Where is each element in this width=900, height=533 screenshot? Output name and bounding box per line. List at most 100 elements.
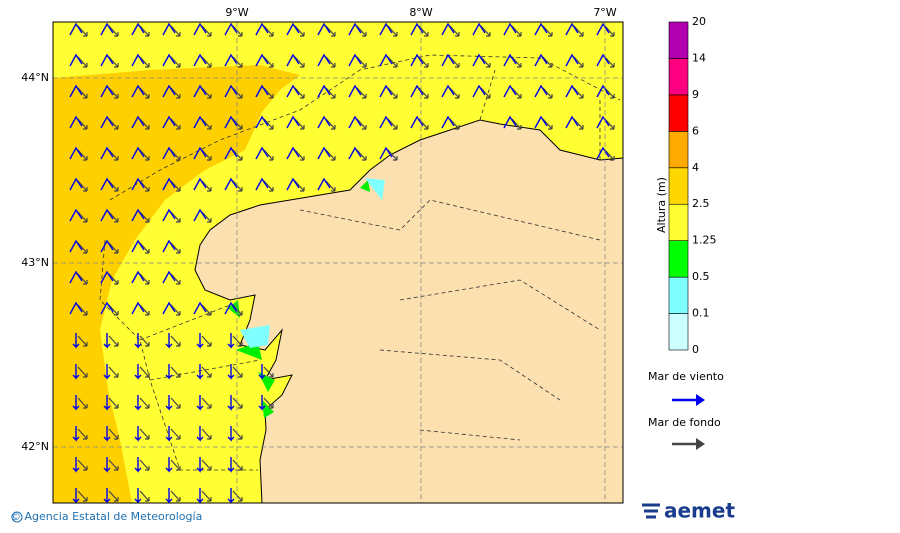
colorbar-label: Altura (m)	[655, 177, 668, 233]
wind-arrow	[69, 239, 83, 253]
swell-arrow	[77, 211, 88, 223]
wind-arrow	[379, 53, 393, 67]
colorbar: 0 0.1 0.5 1.25 2.5 4 6 9 14 20	[668, 15, 717, 356]
wind-arrow	[131, 177, 145, 191]
wind-arrow	[100, 115, 114, 129]
legend-label: Mar de fondo	[648, 416, 721, 429]
swell-arrow	[294, 25, 305, 37]
logo-icon	[642, 503, 660, 519]
wind-arrow	[69, 177, 83, 191]
swell-arrow	[77, 87, 88, 99]
colorbar-tick-label: 20	[692, 15, 706, 28]
wind-arrow	[255, 146, 269, 160]
colorbar-tick-label: 14	[692, 51, 706, 64]
wind-arrow	[193, 301, 207, 315]
wind-arrow	[503, 115, 517, 129]
wind-arrow	[441, 115, 455, 129]
wind-arrow	[565, 115, 579, 129]
swell-arrow	[77, 56, 88, 68]
colorbar-tick-label: 4	[692, 161, 699, 174]
wind-arrow	[317, 84, 331, 98]
swell-arrow	[170, 304, 181, 316]
swell-arrow	[232, 180, 243, 192]
wind-arrow	[162, 177, 176, 191]
wind-arrow	[255, 53, 269, 67]
swell-arrow	[108, 459, 119, 471]
wind-arrow	[193, 115, 207, 129]
swell-arrow	[108, 304, 119, 316]
wind-arrow	[255, 22, 269, 36]
wind-arrow	[596, 115, 610, 129]
swell-arrow	[418, 87, 429, 99]
lat-label: 44°N	[21, 71, 49, 84]
wind-arrow	[379, 115, 393, 129]
wind-arrow	[193, 177, 207, 191]
wind-arrow	[162, 22, 176, 36]
wind-arrow	[196, 457, 204, 473]
swell-arrow	[356, 118, 367, 130]
swell-arrow	[77, 25, 88, 37]
swell-arrow	[263, 149, 274, 161]
wind-arrow	[100, 239, 114, 253]
swell-arrow	[387, 25, 398, 37]
swell-arrow	[232, 25, 243, 37]
wind-arrow	[162, 301, 176, 315]
swell-arrow	[232, 397, 243, 409]
wind-arrow	[165, 364, 173, 380]
wind-arrow	[317, 177, 331, 191]
wind-arrow	[317, 53, 331, 67]
wind-arrow	[348, 22, 362, 36]
wind-arrow	[227, 395, 235, 411]
map-area	[53, 22, 623, 503]
swell-arrow	[511, 56, 522, 68]
wind-arrow	[100, 84, 114, 98]
swell-arrow	[232, 56, 243, 68]
lon-label: 8°W	[409, 6, 432, 19]
map-frame	[52, 21, 624, 504]
colorbar-band	[668, 167, 689, 205]
wind-arrow	[472, 53, 486, 67]
swell-arrow	[170, 87, 181, 99]
wind-arrow	[286, 115, 300, 129]
swell-arrow	[77, 428, 88, 440]
colorbar-band	[668, 203, 689, 241]
swell-arrow	[356, 25, 367, 37]
swell-arrow	[108, 118, 119, 130]
swell-arrow	[573, 118, 584, 130]
wind-arrow	[100, 53, 114, 67]
wind-arrow	[534, 53, 548, 67]
wind-arrow	[317, 146, 331, 160]
swell-arrow	[139, 211, 150, 223]
wind-arrow	[255, 115, 269, 129]
swell-arrow	[542, 87, 553, 99]
swell-arrow	[201, 459, 212, 471]
swell-arrow	[139, 149, 150, 161]
swell-arrow	[232, 428, 243, 440]
wind-arrow	[410, 84, 424, 98]
wind-arrow	[224, 53, 238, 67]
wind-arrow	[224, 146, 238, 160]
colorbar-tick-label: 0.5	[692, 270, 710, 283]
swell-arrow	[232, 118, 243, 130]
swell-arrow	[418, 25, 429, 37]
swell-arrow	[263, 25, 274, 37]
wind-arrow	[596, 53, 610, 67]
swell-arrow	[201, 87, 212, 99]
swell-arrow	[139, 118, 150, 130]
legend-arrowhead	[696, 394, 705, 406]
wind-arrow	[162, 239, 176, 253]
wind-arrow	[100, 208, 114, 222]
land	[194, 119, 623, 503]
swell-arrow	[263, 397, 274, 409]
swell-arrow	[108, 397, 119, 409]
wind-arrow	[286, 146, 300, 160]
lon-label: 9°W	[225, 6, 248, 19]
swell-arrow	[108, 149, 119, 161]
wind-arrow	[103, 488, 111, 503]
wind-arrow	[193, 208, 207, 222]
swell-arrow	[108, 428, 119, 440]
swell-arrow	[232, 87, 243, 99]
swell-arrow	[139, 428, 150, 440]
wind-arrow	[379, 22, 393, 36]
wind-arrow	[165, 333, 173, 349]
